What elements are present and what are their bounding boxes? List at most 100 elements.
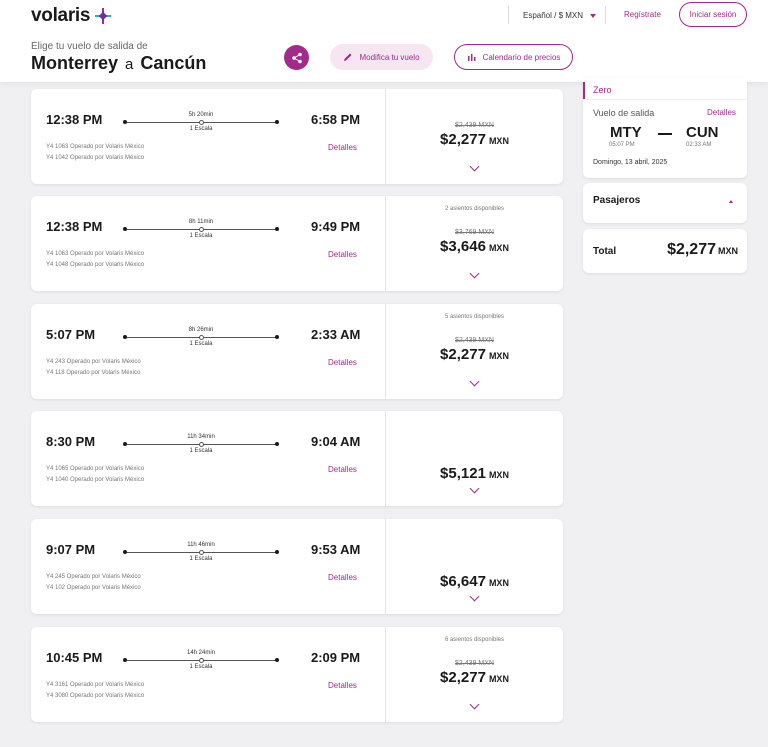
price-amount: $6,647: [440, 573, 486, 590]
language-selector[interactable]: Español / $ MXN: [523, 11, 597, 20]
divider: [583, 99, 747, 100]
details-link[interactable]: Detalles: [328, 465, 357, 474]
card-divider: [385, 304, 386, 399]
price-amount: $2,277: [440, 346, 486, 363]
origin-city: Monterrey: [31, 53, 119, 73]
route-dash: [658, 133, 672, 135]
details-link[interactable]: Detalles: [328, 250, 357, 259]
card-divider: [385, 627, 386, 722]
card-divider: [385, 411, 386, 506]
header: volaris Español / $ MXN Regístrate Inici…: [0, 0, 768, 82]
operator-line: Y4 243 Operado por Volaris México: [46, 359, 141, 365]
stop-dot: [199, 442, 204, 447]
operator-line: Y4 1048 Operado por Volaris México: [46, 262, 145, 268]
details-link[interactable]: Detalles: [328, 681, 357, 690]
modify-flight-button[interactable]: Modifica tu vuelo: [330, 44, 433, 70]
old-price: $3,769 MXN: [455, 229, 494, 236]
price[interactable]: $2,277 MXN: [386, 669, 563, 686]
origin-dot: [123, 442, 127, 446]
price[interactable]: $3,646 MXN: [386, 238, 563, 255]
card-divider: [385, 89, 386, 184]
stops-label: 1 Escala: [189, 664, 213, 670]
details-link[interactable]: Detalles: [328, 358, 357, 367]
origin-dot: [123, 658, 127, 662]
flight-card[interactable]: 12:38 PM 5h 20min 1 Escala 6:58 PM Y4 10…: [31, 89, 563, 184]
segment-label: Vuelo de salida: [593, 108, 655, 118]
summary-departure-time: 05:07 PM: [609, 142, 635, 148]
flight-summary: Zero Vuelo de salida Detalles MTY CUN 05…: [583, 78, 747, 178]
summary-details-link[interactable]: Detalles: [707, 108, 736, 117]
arrival-time: 9:04 AM: [311, 434, 361, 449]
card-divider: [385, 519, 386, 614]
arrival-time: 2:33 AM: [311, 327, 361, 342]
volaris-logo[interactable]: volaris: [31, 5, 112, 27]
price-calendar-button[interactable]: Calendario de precios: [454, 44, 573, 70]
chevron-down-icon[interactable]: [469, 376, 480, 387]
origin-dot: [123, 120, 127, 124]
flight-card[interactable]: 12:38 PM 8h 11min 1 Escala 9:49 PM Y4 10…: [31, 196, 563, 291]
stop-dot: [199, 120, 204, 125]
departure-time: 9:07 PM: [46, 542, 96, 557]
flight-card[interactable]: 8:30 PM 11h 34min 1 Escala 9:04 AM Y4 10…: [31, 411, 563, 506]
chevron-down-icon[interactable]: [469, 591, 480, 602]
price-amount: $3,646: [440, 238, 486, 255]
chevron-down-icon[interactable]: [469, 699, 480, 710]
price[interactable]: $2,277 MXN: [386, 346, 563, 363]
page-title: Monterrey a Cancún: [31, 53, 206, 74]
language-label: Español / $ MXN: [523, 11, 584, 20]
destination-city: Cancún: [140, 53, 207, 73]
stop-dot: [199, 227, 204, 232]
price[interactable]: $5,121 MXN: [386, 465, 563, 482]
destination-dot: [275, 335, 279, 339]
volaris-star-icon: [95, 8, 112, 24]
old-price: $2,439 MXN: [455, 337, 494, 344]
details-link[interactable]: Detalles: [328, 143, 357, 152]
chevron-down-icon[interactable]: [469, 161, 480, 172]
departure-time: 8:30 PM: [46, 434, 96, 449]
operator-line: Y4 3080 Operado por Volaris México: [46, 693, 145, 699]
stop-dot: [199, 335, 204, 340]
chevron-down-icon[interactable]: [469, 483, 480, 494]
seats-available: 2 asientos disponibles: [444, 206, 505, 212]
price[interactable]: $6,647 MXN: [386, 573, 563, 590]
departure-time: 10:45 PM: [46, 650, 103, 665]
flight-card[interactable]: 9:07 PM 11h 46min 1 Escala 9:53 AM Y4 24…: [31, 519, 563, 614]
modify-flight-label: Modifica tu vuelo: [359, 52, 420, 62]
price-currency: MXN: [488, 674, 509, 684]
flight-duration: 5h 20min: [188, 112, 214, 118]
price[interactable]: $2,277 MXN: [386, 131, 563, 148]
flight-duration: 14h 24min: [186, 650, 216, 656]
summary-arrival-time: 02:33 AM: [686, 142, 712, 148]
flight-duration: 11h 46min: [187, 542, 215, 548]
price-currency: MXN: [488, 470, 509, 480]
total-currency: MXN: [718, 246, 738, 256]
operator-line: Y4 245 Operado por Volaris México: [46, 574, 141, 580]
destination-dot: [275, 120, 279, 124]
login-button[interactable]: Iniciar sesión: [679, 2, 747, 27]
old-price: $2,439 MXN: [455, 660, 494, 667]
total-price: $2,277 MXN: [667, 241, 738, 259]
arrival-time: 2:09 PM: [311, 650, 361, 665]
divider: [508, 6, 509, 24]
destination-code: CUN: [686, 124, 719, 141]
fare-name: Zero: [583, 82, 612, 99]
arrival-time: 6:58 PM: [311, 112, 361, 127]
details-link[interactable]: Detalles: [328, 573, 357, 582]
card-divider: [385, 196, 386, 291]
flight-duration: 8h 11min: [188, 219, 214, 225]
price-currency: MXN: [488, 351, 509, 361]
operator-line: Y4 1065 Operado por Volaris México: [46, 466, 145, 472]
seats-available: 5 asientos disponibles: [444, 314, 505, 320]
chevron-down-icon[interactable]: [469, 268, 480, 279]
flight-card[interactable]: 10:45 PM 14h 24min 1 Escala 2:09 PM Y4 3…: [31, 627, 563, 722]
register-link[interactable]: Regístrate: [624, 10, 661, 19]
price-amount: $5,121: [440, 465, 486, 482]
passengers-section[interactable]: Pasajeros: [583, 183, 747, 223]
flight-card[interactable]: 5:07 PM 8h 26min 1 Escala 2:33 AM Y4 243…: [31, 304, 563, 399]
seats-available: 6 asientos disponibles: [444, 637, 505, 643]
logo-text: volaris: [31, 5, 91, 26]
total-section: Total $2,277 MXN: [583, 229, 747, 273]
chevron-up-icon[interactable]: [729, 200, 733, 203]
share-button[interactable]: [284, 45, 309, 70]
total-amount: $2,277: [667, 241, 716, 258]
